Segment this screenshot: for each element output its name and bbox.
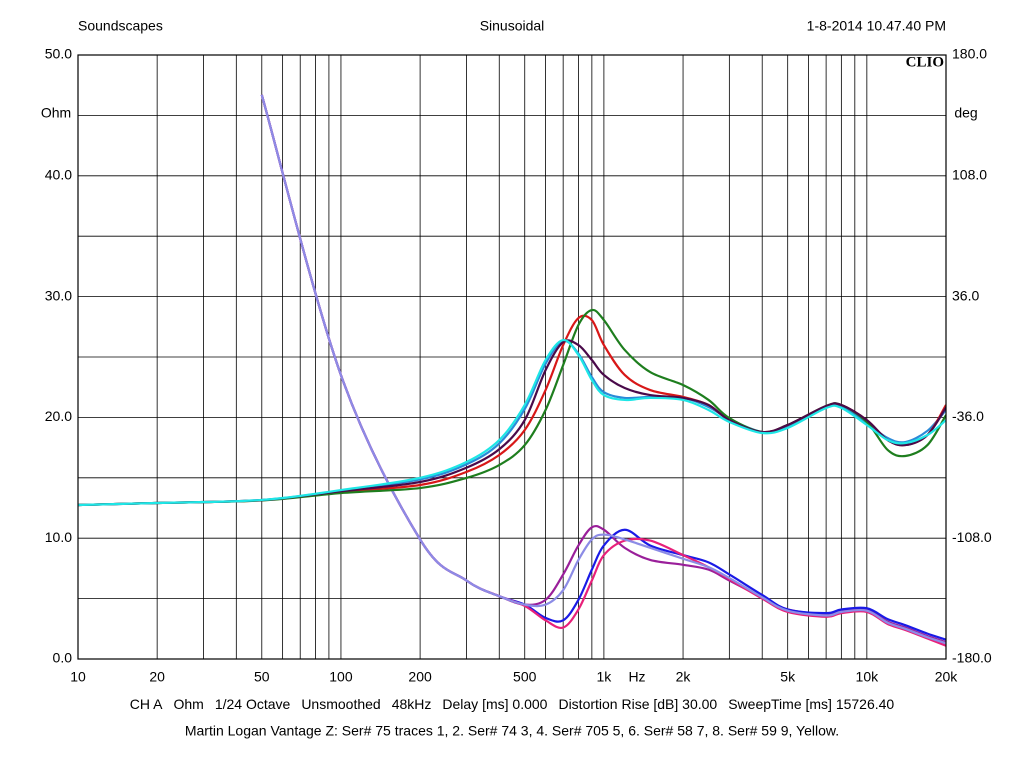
plot: [77, 54, 947, 660]
x-tick-label: 5k: [780, 669, 796, 685]
y-tick-label: 20.0: [45, 408, 72, 424]
x-tick-label: 20: [149, 669, 165, 685]
y-tick-label: 0.0: [53, 650, 73, 666]
setting: Distortion Rise [dB] 30.00: [558, 696, 717, 712]
y2-tick-label: 108.0: [952, 167, 987, 183]
x-tick-label: 50: [254, 669, 270, 685]
y2-tick-label: -108.0: [952, 529, 992, 545]
y-tick-label: 10.0: [45, 529, 72, 545]
y-tick-label: 50.0: [45, 46, 72, 62]
y2-tick-label: 180.0: [952, 46, 987, 62]
y2-tick-label: -180.0: [952, 650, 992, 666]
y-tick-label: 40.0: [45, 167, 72, 183]
trace: [78, 339, 946, 507]
x-tick-label: 10: [70, 669, 86, 685]
header-right: 1-8-2014 10.47.40 PM: [807, 18, 946, 34]
x-tick-label: 2k: [676, 669, 692, 685]
x-tick-label: 10k: [856, 669, 880, 685]
x-tick-label: 20k: [935, 669, 959, 685]
setting: Delay [ms] 0.000: [442, 696, 547, 712]
setting: 1/24 Octave: [215, 696, 291, 712]
header-left: Soundscapes: [78, 18, 163, 34]
y-axis-label: Ohm: [41, 105, 71, 121]
curves: [78, 94, 946, 647]
settings-line: CH A Ohm 1/24 Octave Unsmoothed 48kHz Delay […: [130, 696, 895, 712]
x-tick-label: 500: [513, 669, 537, 685]
plot-frame: [77, 54, 947, 660]
setting: SweepTime [ms] 15726.40: [728, 696, 894, 712]
brand: CLIO: [906, 54, 944, 70]
header-center: Sinusoidal: [480, 18, 545, 34]
x-tick-label: 1k: [596, 669, 612, 685]
y2-tick-label: -36.0: [952, 408, 984, 424]
x-tick-label: 100: [329, 669, 353, 685]
y-tick-label: 30.0: [45, 287, 72, 303]
setting: Ohm: [173, 696, 203, 712]
trace: [78, 338, 946, 507]
trace: [260, 94, 946, 645]
x-axis-label: Hz: [628, 669, 645, 685]
setting: 48kHz: [392, 696, 432, 712]
trace: [78, 339, 946, 507]
y2-tick-label: 36.0: [952, 287, 979, 303]
setting: Unsmoothed: [301, 696, 380, 712]
y2-axis-label: deg: [954, 105, 977, 121]
x-tick-label: 200: [408, 669, 432, 685]
caption: Martin Logan Vantage Z: Ser# 75 traces 1…: [185, 723, 839, 739]
setting: CH A: [130, 696, 163, 712]
